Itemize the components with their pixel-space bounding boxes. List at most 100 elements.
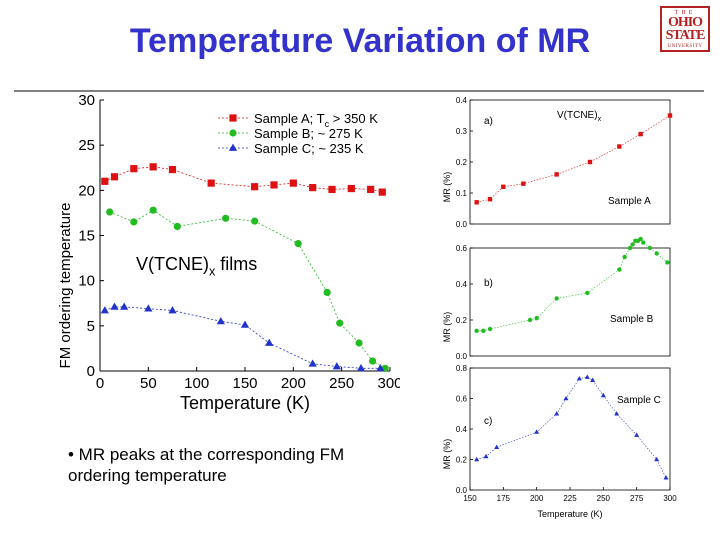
logo-line: UNIVERSITY [667,44,703,49]
data-point [336,319,344,327]
data-point [494,444,500,450]
data-point [130,218,138,226]
data-point [638,131,643,137]
legend-label: Sample C; ~ 235 K [254,141,364,156]
y-tick-label: 30 [78,92,95,109]
data-point [474,456,480,462]
x-tick-label: 0 [96,375,104,392]
university-logo: THE OHIO STATE UNIVERSITY [660,6,710,52]
y-tick-label: 5 [87,318,95,335]
legend-label: Sample A; Tc > 350 K [254,111,378,129]
y-tick-label: 0.0 [456,486,468,495]
y-tick-label: 0.0 [456,220,468,229]
data-point [521,181,526,186]
data-point [654,251,659,256]
y-tick-label: 0 [87,363,95,380]
panel-frame [469,367,671,491]
chart-annotation: V(TCNE)x films [136,254,257,278]
data-point [251,217,259,225]
data-point [309,184,317,192]
data-point [378,188,386,196]
logo-line: THE [674,10,696,16]
data-point [483,453,489,459]
x-axis-label: Temperature (K) [180,393,310,413]
data-point [663,475,669,480]
x-tick-label: 150 [463,494,477,503]
data-point [534,429,540,434]
y-tick-label: 0.2 [456,456,468,465]
data-point [554,411,560,416]
data-point [584,374,590,379]
y-tick-label: 20 [78,182,95,199]
data-point [294,240,302,248]
data-point [323,288,331,297]
data-point [501,184,506,189]
side-panels-chart: 0.0 0.1 0.2 0.3 0.4 MR (%) a) Sample A 0.0 0.2 0.4… [442,96,677,519]
data-point [527,317,533,323]
data-point [614,411,620,416]
y-tick-label: 0.6 [456,395,468,404]
data-point [251,183,259,191]
data-point [240,320,250,328]
series-line [104,306,381,369]
y-axis-label: MR (%) [442,312,452,343]
x-tick-label: 275 [630,494,644,503]
legend-marker [229,129,237,137]
y-axis-label: FM ordering temperature [57,203,74,369]
data-point [647,245,653,251]
data-point [534,316,539,321]
data-point [474,328,479,333]
data-point [641,240,646,245]
data-point [347,184,355,193]
sample-label: Sample C [617,395,661,406]
series-line [109,209,386,369]
legend-marker [229,114,237,122]
y-tick-label: 0.2 [456,158,468,167]
data-point [222,214,230,222]
data-point [600,392,606,398]
data-point [144,304,153,312]
logo-line: OHIO [667,15,703,30]
y-tick-label: 0.0 [456,352,468,361]
y-tick-label: 0.6 [456,244,468,253]
data-point [576,376,582,381]
legend-label: Sample B; ~ 275 K [254,126,363,141]
data-point [627,245,633,251]
logo-line: STATE [665,28,706,43]
data-point [100,306,109,314]
data-point [487,326,493,332]
series-line [476,115,671,203]
data-point [617,144,622,149]
panel-label: b) [484,278,493,289]
y-tick-label: 10 [78,273,95,290]
x-tick-label: 250 [597,494,611,503]
y-tick-label: 0.4 [456,280,468,289]
data-point [622,254,627,260]
x-tick-label: 225 [563,494,577,503]
data-point [634,432,640,437]
y-tick-label: 0.3 [456,127,468,136]
data-point [554,296,559,301]
data-point [149,206,157,214]
data-point [481,328,486,333]
data-point [667,113,673,118]
panel-label: c) [484,416,492,427]
panel-frame [469,247,671,357]
x-tick-label: 300 [663,494,677,503]
data-point [617,267,622,272]
slide-title: Temperature Variation of MR [129,22,591,60]
data-point [665,260,670,265]
data-point [554,172,559,177]
x-tick-label: 200 [281,375,306,392]
data-point [130,165,138,173]
data-point [356,363,366,372]
data-point [216,316,225,325]
x-tick-label: 200 [530,494,544,503]
data-point [590,377,596,382]
data-point [369,357,377,365]
x-tick-label: 50 [140,375,157,392]
y-tick-label: 25 [78,137,95,154]
data-point [168,165,177,174]
y-tick-label: 0.2 [456,316,468,325]
